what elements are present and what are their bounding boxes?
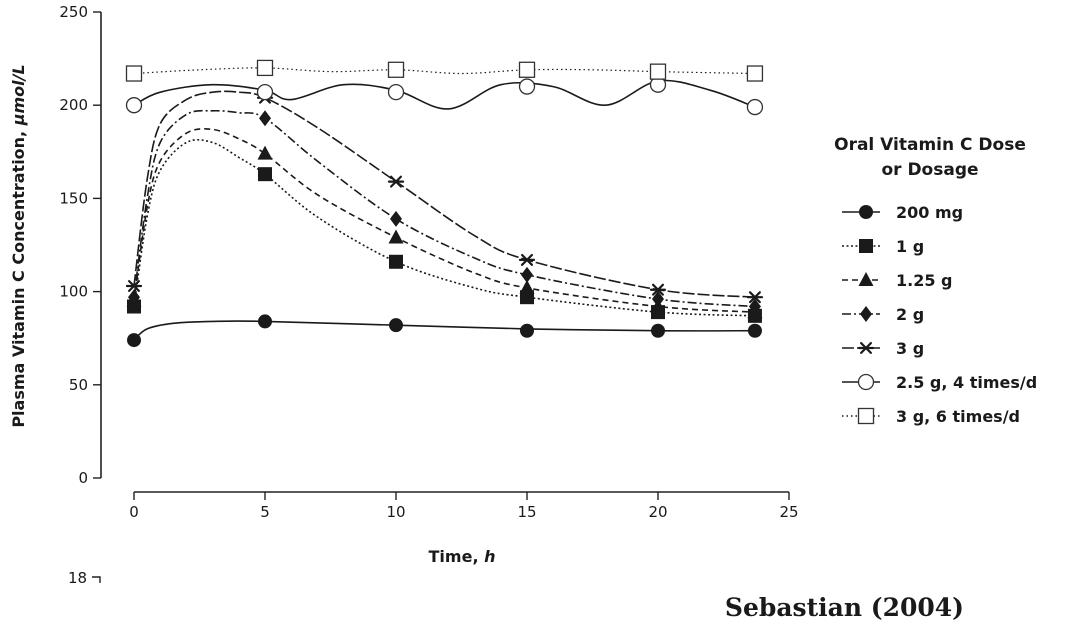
stray-page-label: 18: [68, 569, 87, 587]
legend-marker: [857, 407, 875, 425]
series-0-point: [389, 318, 403, 333]
x-tick-label: 10: [386, 503, 405, 521]
legend-marker: [857, 373, 875, 391]
stray-page-bracket: [92, 576, 101, 583]
series-layer: [125, 59, 764, 348]
series-4-point: [746, 291, 764, 304]
legend-title-line2: or Dosage: [881, 160, 978, 180]
series-6-point: [649, 63, 667, 80]
legend-marker: [859, 239, 873, 253]
series-2-point: [257, 145, 273, 160]
legend-item: 1.25 g: [842, 271, 953, 290]
y-tick-label: 100: [59, 283, 88, 301]
series-5-point: [518, 78, 536, 95]
legend-marker: [857, 342, 875, 354]
legend-label: 2.5 g, 4 times/d: [896, 373, 1037, 392]
series-0-point: [258, 314, 272, 329]
series-0-point: [520, 323, 534, 338]
x-tick-label: 5: [260, 503, 270, 521]
series-line-1: [133, 138, 755, 317]
series-1-point: [258, 167, 272, 182]
series-4-point: [125, 280, 143, 293]
series-5-point: [125, 97, 143, 114]
series-line-3: [133, 109, 755, 308]
legend-label: 1.25 g: [896, 271, 953, 290]
series-4-point: [387, 175, 405, 188]
series-5-point: [387, 84, 405, 101]
series-0-point: [127, 333, 141, 348]
y-tick-label: 0: [78, 469, 88, 487]
series-3-point: [390, 210, 402, 227]
series-6-point: [256, 59, 274, 77]
series-4-point: [518, 253, 536, 266]
legend-items: 200 mg 1 g 1.25 g 2 g 3 g 2.5 g, 4 times/d 3 g…: [842, 203, 1037, 426]
x-tick-label: 15: [517, 503, 536, 521]
series-line-6: [133, 67, 755, 75]
x-axis-unit: h: [484, 547, 495, 566]
series-3-point: [652, 291, 664, 308]
series-2-point: [388, 229, 404, 244]
legend: Oral Vitamin C Dose or Dosage 200 mg 1 g 1…: [834, 135, 1037, 426]
series-0-point: [651, 323, 665, 338]
legend-label: 3 g: [896, 339, 924, 358]
x-axis-title: Time, h: [429, 547, 496, 566]
legend-item: 2.5 g, 4 times/d: [842, 373, 1037, 392]
series-line-2: [133, 128, 755, 313]
legend-marker: [859, 205, 873, 219]
series-4-point: [649, 283, 667, 296]
series-1-point: [389, 254, 403, 269]
legend-marker: [860, 306, 872, 322]
series-0-point: [747, 323, 762, 338]
series-3-point: [128, 289, 140, 306]
legend-item: 3 g: [842, 339, 924, 358]
series-5-point: [256, 84, 274, 101]
legend-label: 200 mg: [896, 203, 963, 222]
series-2-point: [519, 279, 535, 294]
y-tick-label: 200: [59, 96, 88, 114]
legend-item: 3 g, 6 times/d: [842, 407, 1020, 426]
legend-marker: [858, 272, 874, 286]
series-line-4: [133, 90, 755, 298]
y-tick-label: 50: [69, 376, 88, 394]
credit-text: Sebastian (2004): [725, 593, 964, 622]
legend-label: 3 g, 6 times/d: [896, 407, 1020, 426]
x-ticks: 0 5 10 15 20 25: [129, 492, 799, 521]
legend-label: 2 g: [896, 305, 924, 324]
series-3-point: [259, 110, 271, 127]
legend-title-line1: Oral Vitamin C Dose: [834, 135, 1026, 155]
axes: [100, 12, 789, 493]
y-axis-unit: μmol/L: [9, 64, 28, 126]
legend-label: 1 g: [896, 237, 924, 256]
x-tick-label: 20: [648, 503, 667, 521]
legend-item: 200 mg: [842, 203, 963, 222]
legend-item: 2 g: [842, 305, 924, 324]
series-3-point: [521, 266, 533, 283]
x-tick-label: 25: [779, 503, 798, 521]
series-6-point: [746, 65, 764, 82]
series-6-point: [125, 65, 143, 82]
y-ticks: 0 50 100 150 200 250: [59, 3, 101, 487]
series-5-point: [746, 98, 764, 116]
series-6-point: [387, 61, 405, 78]
x-tick-label: 0: [129, 503, 139, 521]
series-3-point: [748, 298, 761, 315]
series-line-0: [133, 320, 755, 341]
y-axis-title: Plasma Vitamin C Concentration, μmol/L: [9, 64, 28, 427]
y-tick-label: 150: [59, 189, 88, 207]
series-6-point: [518, 61, 536, 78]
legend-item: 1 g: [842, 237, 924, 256]
y-tick-label: 250: [59, 3, 88, 21]
